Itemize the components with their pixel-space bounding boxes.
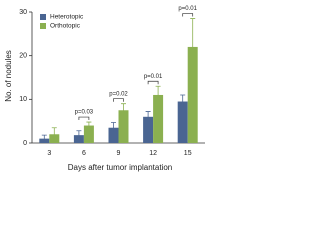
x-tick-label: 3	[47, 150, 51, 157]
bar	[108, 127, 119, 143]
error-bar	[190, 18, 196, 76]
error-bar	[180, 94, 186, 109]
y-axis-label: No. of nodules	[4, 50, 13, 102]
y-tick-label: 0	[23, 140, 27, 147]
x-tick-label: 6	[82, 150, 86, 157]
significance-bracket	[78, 116, 90, 121]
y-tick-label: 20	[19, 53, 27, 60]
x-tick-label: 15	[184, 150, 192, 157]
x-axis-label: Days after tumor implantation	[68, 163, 173, 172]
error-bar	[145, 111, 151, 123]
significance-bracket	[182, 13, 194, 17]
error-bar	[41, 134, 47, 143]
y-tick-label: 30	[19, 9, 27, 16]
x-tick-label: 12	[149, 150, 157, 157]
annotation: p=0.01	[178, 6, 197, 12]
legend-label: Heterotopic	[50, 14, 84, 21]
bar	[118, 110, 129, 143]
bar	[153, 94, 164, 143]
error-bar	[51, 127, 57, 142]
bar	[143, 116, 154, 143]
page: Days after tumor implantation No. of nod…	[4, 6, 205, 173]
legend-label: Orthotopic	[50, 23, 81, 30]
x-tick-label: 9	[117, 150, 121, 157]
error-bar	[86, 121, 92, 130]
significance-bracket	[147, 80, 159, 85]
significance-bracket	[113, 98, 124, 102]
bar	[187, 46, 198, 143]
legend-swatch	[40, 23, 46, 29]
error-bar	[76, 130, 82, 140]
error-bar	[111, 122, 116, 134]
bar	[83, 125, 94, 143]
error-bar	[155, 85, 161, 105]
annotation: p=0.01	[144, 74, 163, 80]
y-tick-label: 10	[19, 96, 27, 103]
annotation: p=0.03	[75, 110, 94, 116]
annotation: p=0.02	[109, 91, 128, 97]
legend-swatch	[40, 14, 46, 20]
error-bar	[121, 103, 126, 118]
chart: Days after tumor implantation No. of nod…	[4, 6, 205, 172]
bar	[177, 101, 188, 143]
